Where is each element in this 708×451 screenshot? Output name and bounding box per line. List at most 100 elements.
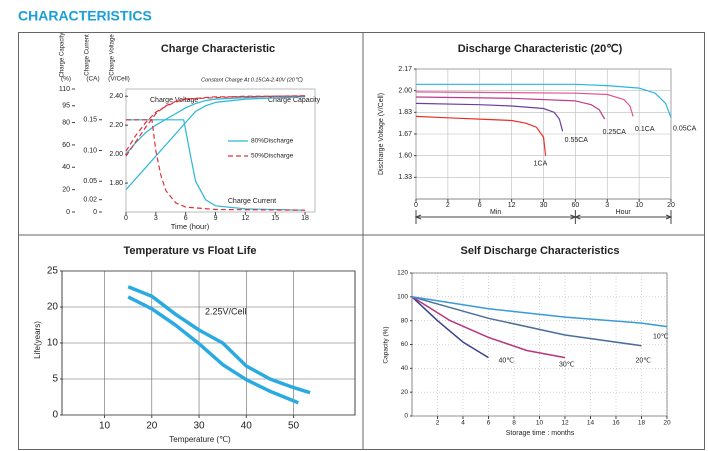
series-line: [411, 296, 489, 359]
y-tick-label: 0: [93, 209, 97, 216]
y-tick-label: 95: [62, 103, 70, 110]
y-tick-label: 2.20: [109, 122, 123, 129]
x-tick-label: 2: [446, 202, 450, 209]
series-line: [125, 95, 306, 157]
x-tick-label: 12: [561, 420, 569, 427]
annotation: Charge Current: [228, 198, 276, 205]
y-tick-label: 2.40: [109, 93, 123, 100]
plot-frame: [125, 88, 316, 213]
legend-label: 50%Discharge: [251, 153, 294, 160]
chart-subtitle: Constant Charge At 0.15CA-2.40V (20℃): [201, 76, 303, 83]
y-axis-unit: (CA): [86, 76, 99, 83]
y-tick-label: 80: [62, 119, 70, 126]
series-line: [125, 95, 306, 152]
y-tick-label: 20: [62, 186, 70, 193]
x-axis-label: Temperature (℃): [169, 435, 231, 444]
y-tick-label: 40: [62, 164, 70, 171]
y-tick-label: 1.33: [398, 174, 412, 181]
x-tick-label: 3: [605, 202, 609, 209]
x-tick-label: 20: [146, 421, 158, 432]
y-tick-label: 0: [404, 413, 408, 420]
x-tick-label: 0: [414, 202, 418, 209]
x-tick-label: 10: [635, 202, 643, 209]
y-tick-label: 20: [47, 302, 59, 313]
x-tick-label: 4: [461, 420, 465, 427]
x-tick-label: 10: [99, 421, 111, 432]
panel-border: [18, 32, 705, 450]
x-tick-label: 12: [508, 202, 516, 209]
annotation: Charge Voltage: [150, 97, 198, 104]
series-line: [127, 285, 311, 395]
y-axis-label: Discharge Voltage (V/Cell): [378, 93, 385, 175]
series-line: [415, 91, 634, 117]
y-tick-label: 1.67: [398, 131, 412, 138]
series-label: 0.25CA: [603, 129, 627, 136]
y-tick-label: 5: [52, 374, 58, 385]
x-axis-label: Storage time : months: [506, 430, 575, 437]
series-label: 0.1CA: [635, 126, 655, 133]
series-label: 1CA: [534, 161, 548, 168]
y-tick-label: 120: [397, 270, 408, 277]
y-tick-label: 0.05: [83, 178, 97, 185]
y-tick-label: 1.83: [398, 109, 412, 116]
x-tick-label: 50: [288, 421, 300, 432]
annotation: Charge Capacity: [268, 97, 321, 104]
y-tick-label: 2.00: [398, 88, 412, 95]
y-tick-label: 1.60: [398, 153, 412, 160]
y-axis-label: Charge Voltage: [110, 34, 116, 76]
y-tick-label: 10: [47, 338, 59, 349]
x-tick-label: 12: [241, 215, 249, 222]
y-axis-label: Life(years): [33, 321, 42, 359]
x-tick-label: 9: [214, 215, 218, 222]
y-tick-label: 100: [397, 294, 408, 301]
y-tick-label: 2.17: [398, 66, 412, 73]
series-line: [416, 83, 672, 119]
x-unit-label: Hour: [616, 209, 632, 216]
y-axis-label: Capacity (%): [383, 326, 390, 363]
x-tick-label: 60: [571, 202, 579, 209]
series-label: 30℃: [559, 361, 575, 368]
chart-title: Temperature vs Float Life: [123, 245, 256, 257]
x-tick-label: 40: [241, 421, 253, 432]
y-tick-label: 60: [62, 142, 70, 149]
y-axis-label: Charge Current: [85, 34, 91, 76]
series-line: [415, 115, 547, 156]
series-line: [126, 119, 306, 211]
series-line: [411, 296, 642, 347]
x-tick-label: 18: [301, 215, 309, 222]
x-tick-label: 10: [536, 420, 544, 427]
series-line: [415, 102, 564, 132]
y-tick-label: 80: [401, 317, 409, 324]
y-tick-label: 0.02: [83, 197, 97, 204]
y-tick-label: 60: [401, 341, 409, 348]
y-tick-label: 20: [401, 389, 409, 396]
x-tick-label: 18: [638, 420, 646, 427]
series-line: [411, 296, 566, 359]
x-tick-label: 16: [612, 420, 620, 427]
x-tick-label: 30: [540, 202, 548, 209]
x-tick-label: 20: [667, 202, 675, 209]
x-tick-label: 6: [184, 215, 188, 222]
x-tick-label: 0: [124, 215, 128, 222]
x-tick-label: 20: [663, 420, 671, 427]
y-tick-label: 0.10: [83, 147, 97, 154]
series-line: [127, 295, 299, 405]
legend-label: 80%Discharge: [251, 138, 294, 145]
series-line: [126, 119, 306, 211]
series-label: 0.05CA: [673, 126, 697, 133]
series-line: [415, 96, 606, 120]
x-axis-label: Time (hour): [171, 222, 210, 231]
x-tick-label: 15: [271, 215, 279, 222]
series-label: 0.55CA: [565, 137, 589, 144]
y-tick-label: 1.80: [109, 180, 123, 187]
chart-title: Discharge Characteristic (20℃): [458, 43, 623, 55]
y-tick-label: 0: [66, 209, 70, 216]
y-tick-label: 2.00: [109, 151, 123, 158]
y-axis-unit: (%): [61, 76, 71, 83]
y-tick-label: 25: [47, 266, 59, 277]
y-tick-label: 0: [52, 410, 58, 421]
x-tick-label: 30: [193, 421, 205, 432]
y-tick-label: 0.15: [83, 117, 97, 124]
